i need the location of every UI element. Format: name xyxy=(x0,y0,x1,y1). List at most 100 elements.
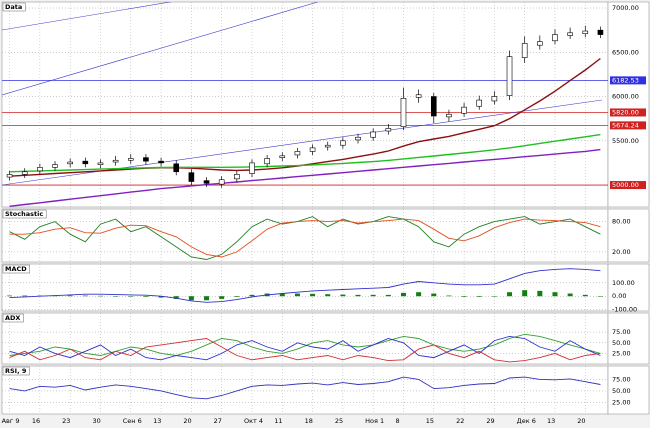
candle-body xyxy=(218,179,225,185)
moving-average xyxy=(9,148,601,207)
histogram-bar xyxy=(22,295,28,297)
candle-body xyxy=(461,106,467,114)
candle-body xyxy=(521,43,528,58)
histogram-bar xyxy=(143,296,149,297)
candle-body xyxy=(143,157,149,162)
y-tick-label: -100.00 xyxy=(612,306,637,314)
candle-body xyxy=(370,131,376,138)
level-label-box xyxy=(610,108,646,117)
indicator-line xyxy=(9,335,601,361)
y-tick-label: 6500.00 xyxy=(612,48,639,56)
candle-body xyxy=(264,158,270,165)
histogram-bar xyxy=(355,294,361,297)
candle-body xyxy=(552,34,558,42)
candle-body xyxy=(597,29,604,35)
candle-body xyxy=(537,41,543,46)
histogram-bar xyxy=(279,293,285,297)
candle-body xyxy=(21,171,28,175)
axis-panel xyxy=(607,1,650,208)
moving-average xyxy=(9,133,601,173)
panel-title-box xyxy=(2,264,30,274)
x-tick-label: 18 xyxy=(305,417,313,425)
y-tick-label: 20.00 xyxy=(612,248,631,256)
candle-body xyxy=(52,164,58,168)
candle-body xyxy=(567,32,573,36)
panel xyxy=(1,208,609,263)
y-tick-label: 5500.00 xyxy=(612,137,639,145)
x-tick-label: 22 xyxy=(456,417,464,425)
x-tick-label: 8 xyxy=(395,417,399,425)
candle-body xyxy=(173,163,180,173)
candle-body xyxy=(309,147,316,152)
candle-body xyxy=(67,161,73,165)
y-tick-label: 75.00 xyxy=(612,375,631,383)
panel-title-box xyxy=(2,366,30,376)
candle-body xyxy=(400,98,407,127)
candle-body xyxy=(234,174,240,180)
histogram-bar xyxy=(446,295,452,297)
panel-title: MACD xyxy=(5,265,27,273)
x-tick-label: 11 xyxy=(274,417,282,425)
y-tick-label: 0.00 xyxy=(612,292,626,300)
candle-body xyxy=(112,159,119,163)
x-tick-label: 13 xyxy=(547,417,555,425)
panel xyxy=(1,365,609,415)
histogram-bar xyxy=(204,296,210,301)
x-tick-label: 13 xyxy=(153,417,161,425)
candle-body xyxy=(355,136,361,141)
histogram-bar xyxy=(82,295,88,297)
histogram-bar xyxy=(522,290,528,297)
level-label: 5674.24 xyxy=(612,121,639,129)
histogram-bar xyxy=(219,296,225,299)
histogram-bar xyxy=(370,294,376,297)
x-tick-label: 30 xyxy=(92,417,100,425)
x-tick-label: Авг 9 xyxy=(2,417,20,425)
panel-title: Data xyxy=(5,3,22,11)
candle-body xyxy=(158,160,164,164)
x-tick-label: 15 xyxy=(426,417,434,425)
histogram-bar xyxy=(128,296,134,297)
level-label-box xyxy=(610,76,646,85)
histogram-bar xyxy=(416,292,422,297)
y-tick-label: 50.00 xyxy=(612,387,631,395)
panel-title-box xyxy=(2,2,26,12)
histogram-bar xyxy=(567,293,573,297)
level-label: 5000.00 xyxy=(612,181,639,189)
x-tick-label: 16 xyxy=(32,417,40,425)
x-tick-label: Дек 6 xyxy=(517,417,536,425)
histogram-bar xyxy=(113,296,119,297)
histogram-bar xyxy=(552,292,558,297)
x-tick-label: Сен 6 xyxy=(123,417,142,425)
histogram-bar xyxy=(67,295,73,297)
x-tick-label: 29 xyxy=(486,417,494,425)
indicator-line xyxy=(9,333,601,356)
histogram-bar xyxy=(234,296,240,297)
candle-body xyxy=(415,94,422,98)
histogram-bar xyxy=(597,296,603,297)
y-tick-label: 25.00 xyxy=(612,349,631,357)
level-label: 5820.00 xyxy=(612,108,639,116)
histogram-bar xyxy=(325,294,331,297)
histogram-bar xyxy=(97,295,103,297)
x-tick-label: 25 xyxy=(335,417,343,425)
histogram-bar xyxy=(537,290,543,297)
histogram-bar xyxy=(158,296,164,298)
y-tick-label: 25.00 xyxy=(612,398,631,406)
candle-body xyxy=(430,96,437,117)
level-label-box xyxy=(610,121,646,130)
x-tick-label: 23 xyxy=(62,417,70,425)
y-tick-label: 50.00 xyxy=(612,339,631,347)
candle-body xyxy=(340,140,346,146)
histogram-bar xyxy=(385,294,391,297)
panel xyxy=(1,263,609,312)
y-tick-label: 100.00 xyxy=(612,279,635,287)
level-label: 6182.53 xyxy=(612,76,639,84)
histogram-bar xyxy=(173,296,179,299)
y-tick-label: 7000.00 xyxy=(612,4,639,12)
panel-title: ADX xyxy=(5,314,20,322)
axis-panel xyxy=(607,208,650,263)
candle-body xyxy=(6,174,13,178)
histogram-bar xyxy=(582,294,588,297)
candle-body xyxy=(249,162,255,174)
candle-body xyxy=(97,162,104,165)
